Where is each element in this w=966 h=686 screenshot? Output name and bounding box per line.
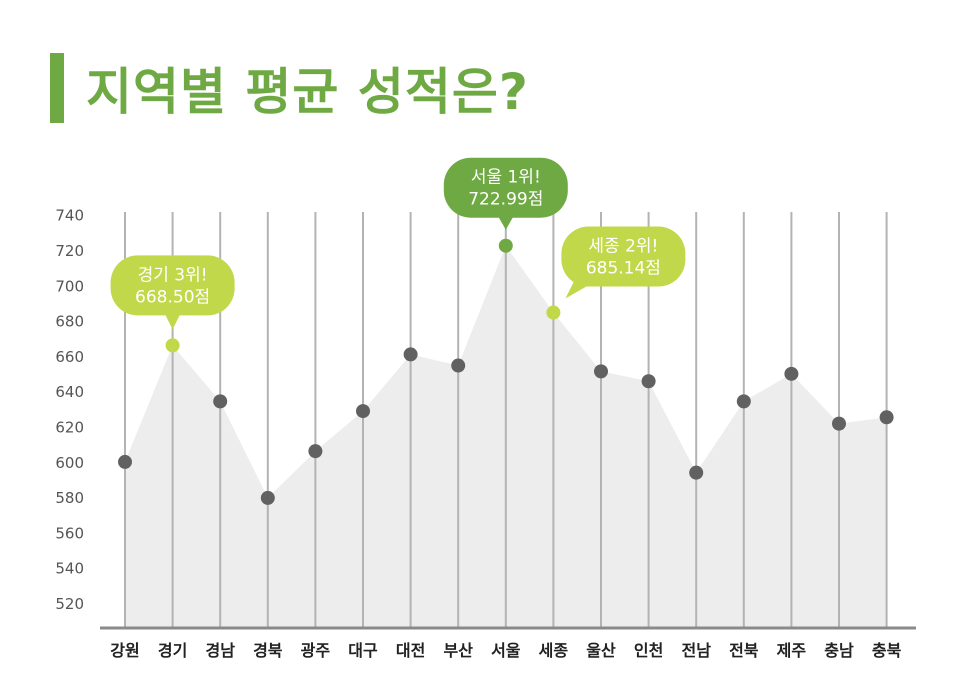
data-point-경기 bbox=[165, 338, 180, 353]
title-block: 지역별 평균 성적은? bbox=[50, 53, 529, 123]
callout-rank-text: 세종 2위! bbox=[588, 237, 658, 257]
data-point-서울 bbox=[498, 238, 513, 253]
x-tick-label: 경북 bbox=[253, 641, 283, 660]
data-point-부산 bbox=[451, 358, 466, 373]
callout-tail-경기 bbox=[164, 313, 181, 330]
data-point-울산 bbox=[594, 364, 608, 379]
y-tick-label: 560 bbox=[55, 524, 84, 542]
data-point-충남 bbox=[832, 416, 846, 431]
x-tick-label: 충남 bbox=[824, 641, 854, 660]
x-tick-label: 서울 bbox=[491, 641, 521, 660]
x-tick-label: 광주 bbox=[301, 641, 331, 660]
data-point-대전 bbox=[403, 347, 418, 362]
x-tick-label: 인천 bbox=[634, 641, 663, 660]
x-tick-label: 부산 bbox=[443, 641, 473, 660]
data-point-광주 bbox=[308, 444, 323, 459]
y-tick-label: 520 bbox=[55, 595, 84, 613]
callout-rank-text: 경기 3위! bbox=[138, 265, 208, 285]
x-tick-label: 강원 bbox=[110, 641, 139, 660]
x-tick-label: 세종 bbox=[539, 641, 569, 660]
x-tick-label: 대구 bbox=[348, 641, 378, 660]
callout-tail-서울 bbox=[497, 215, 514, 230]
x-tick-label: 제주 bbox=[777, 641, 807, 660]
x-tick-label: 충북 bbox=[872, 641, 902, 660]
callout-bubble-세종 bbox=[561, 226, 686, 287]
y-tick-label: 720 bbox=[55, 242, 84, 260]
y-tick-label: 700 bbox=[55, 277, 84, 295]
data-point-인천 bbox=[641, 374, 656, 389]
data-point-강원 bbox=[118, 454, 132, 469]
callout-score-text: 722.99점 bbox=[468, 190, 543, 210]
callout-tail-세종 bbox=[565, 278, 594, 299]
x-tick-label: 대전 bbox=[396, 641, 425, 660]
y-tick-label: 660 bbox=[55, 348, 84, 366]
y-tick-label: 540 bbox=[55, 560, 84, 578]
x-tick-label: 경남 bbox=[205, 641, 235, 660]
data-point-충북 bbox=[879, 410, 894, 425]
y-tick-label: 600 bbox=[55, 454, 84, 472]
y-tick-label: 580 bbox=[55, 489, 84, 507]
y-tick-label: 640 bbox=[55, 383, 84, 401]
data-point-경남 bbox=[213, 394, 228, 409]
y-tick-label: 740 bbox=[55, 207, 84, 225]
x-tick-label: 경기 bbox=[158, 641, 187, 660]
data-point-대구 bbox=[356, 404, 370, 419]
data-point-전북 bbox=[736, 394, 751, 409]
page-title: 지역별 평균 성적은? bbox=[86, 63, 529, 121]
data-point-전남 bbox=[689, 465, 704, 480]
callout-bubble-경기 bbox=[110, 255, 235, 316]
callout-score-text: 685.14점 bbox=[586, 259, 661, 279]
x-tick-label: 전남 bbox=[681, 641, 711, 660]
x-tick-label: 전북 bbox=[729, 641, 759, 660]
callout-score-text: 668.50점 bbox=[135, 287, 210, 307]
data-point-세종 bbox=[546, 305, 561, 320]
title-accent-bar bbox=[50, 53, 64, 123]
y-tick-label: 680 bbox=[55, 313, 84, 331]
callout-bubble-서울 bbox=[443, 157, 568, 218]
data-point-경북 bbox=[260, 490, 275, 505]
callout-rank-text: 서울 1위! bbox=[471, 168, 541, 188]
y-tick-label: 620 bbox=[55, 419, 84, 437]
data-point-제주 bbox=[784, 366, 799, 381]
x-tick-label: 울산 bbox=[586, 641, 616, 660]
